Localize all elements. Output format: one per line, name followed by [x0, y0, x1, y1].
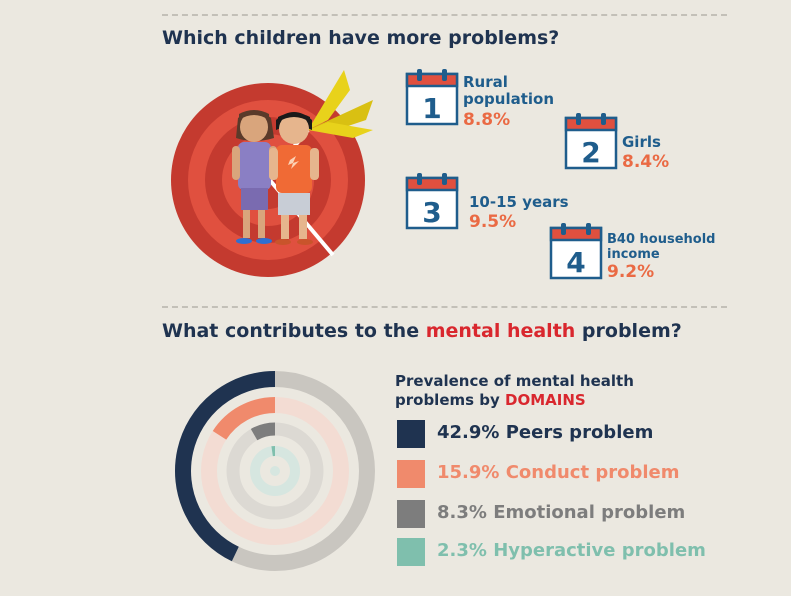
legend-label: 15.9% Conduct problem [437, 462, 680, 483]
ranking-label-line: Rural [463, 73, 508, 91]
ranking-value: 8.8% [463, 110, 511, 130]
ranking-number: 4 [566, 246, 585, 279]
ranking-label-line: population [463, 90, 555, 108]
ranking-1: 1 Rural population 8.8% [405, 68, 615, 138]
boy-icon [269, 112, 319, 245]
section2-title-after: problem? [575, 320, 682, 342]
calendar-icon: 1 [405, 69, 459, 126]
section2-title-before: What contributes to the [162, 320, 426, 342]
ranking-2: 2 Girls 8.4% [564, 112, 774, 182]
section1-title: Which children have more problems? [162, 27, 560, 49]
ranking-4: 4 B40 household income 9.2% [549, 222, 759, 292]
legend-swatch [397, 420, 425, 448]
legend-swatch [397, 538, 425, 566]
radial-bar-chart [175, 371, 375, 571]
section2-title-highlight: mental health [425, 320, 576, 342]
calendar-icon: 4 [549, 223, 603, 280]
prevalence-title-highlight: DOMAINS [505, 391, 586, 409]
legend-label: 42.9% Peers problem [437, 422, 654, 443]
calendar-icon: 2 [564, 113, 618, 170]
ranking-label-line: 10-15 years [469, 193, 569, 211]
prevalence-title: Prevalence of mental health problems by … [395, 372, 634, 410]
legend-swatch [397, 500, 425, 528]
ring-bar-emotional-problem [250, 422, 276, 441]
ranking-label-line: B40 household [607, 232, 716, 247]
ranking-value: 9.2% [607, 262, 655, 282]
ranking-number: 3 [422, 196, 441, 229]
ranking-number: 1 [422, 92, 441, 125]
ring-bar-peers-problem [175, 371, 276, 562]
legend-swatch [397, 460, 425, 488]
ranking-3: 3 10-15 years 9.5% [405, 172, 615, 242]
chart-center-dot [270, 466, 280, 476]
prevalence-title-line2: problems by [395, 391, 506, 409]
section2-title: What contributes to the mental health pr… [162, 320, 682, 342]
legend-label: 8.3% Emotional problem [437, 502, 686, 523]
calendar-icon: 3 [405, 173, 459, 230]
ring-bar-conduct-problem [212, 397, 276, 440]
ranking-value: 8.4% [622, 152, 670, 172]
legend-label: 2.3% Hyperactive problem [437, 540, 706, 561]
ranking-value: 9.5% [469, 212, 517, 232]
target-illustration [171, 70, 373, 277]
top-divider [162, 14, 727, 16]
ranking-label-line: Girls [622, 133, 661, 151]
ranking-label-line: income [607, 247, 660, 262]
ranking-number: 2 [581, 136, 600, 169]
middle-divider [162, 306, 727, 308]
prevalence-title-line1: Prevalence of mental health [395, 372, 634, 390]
